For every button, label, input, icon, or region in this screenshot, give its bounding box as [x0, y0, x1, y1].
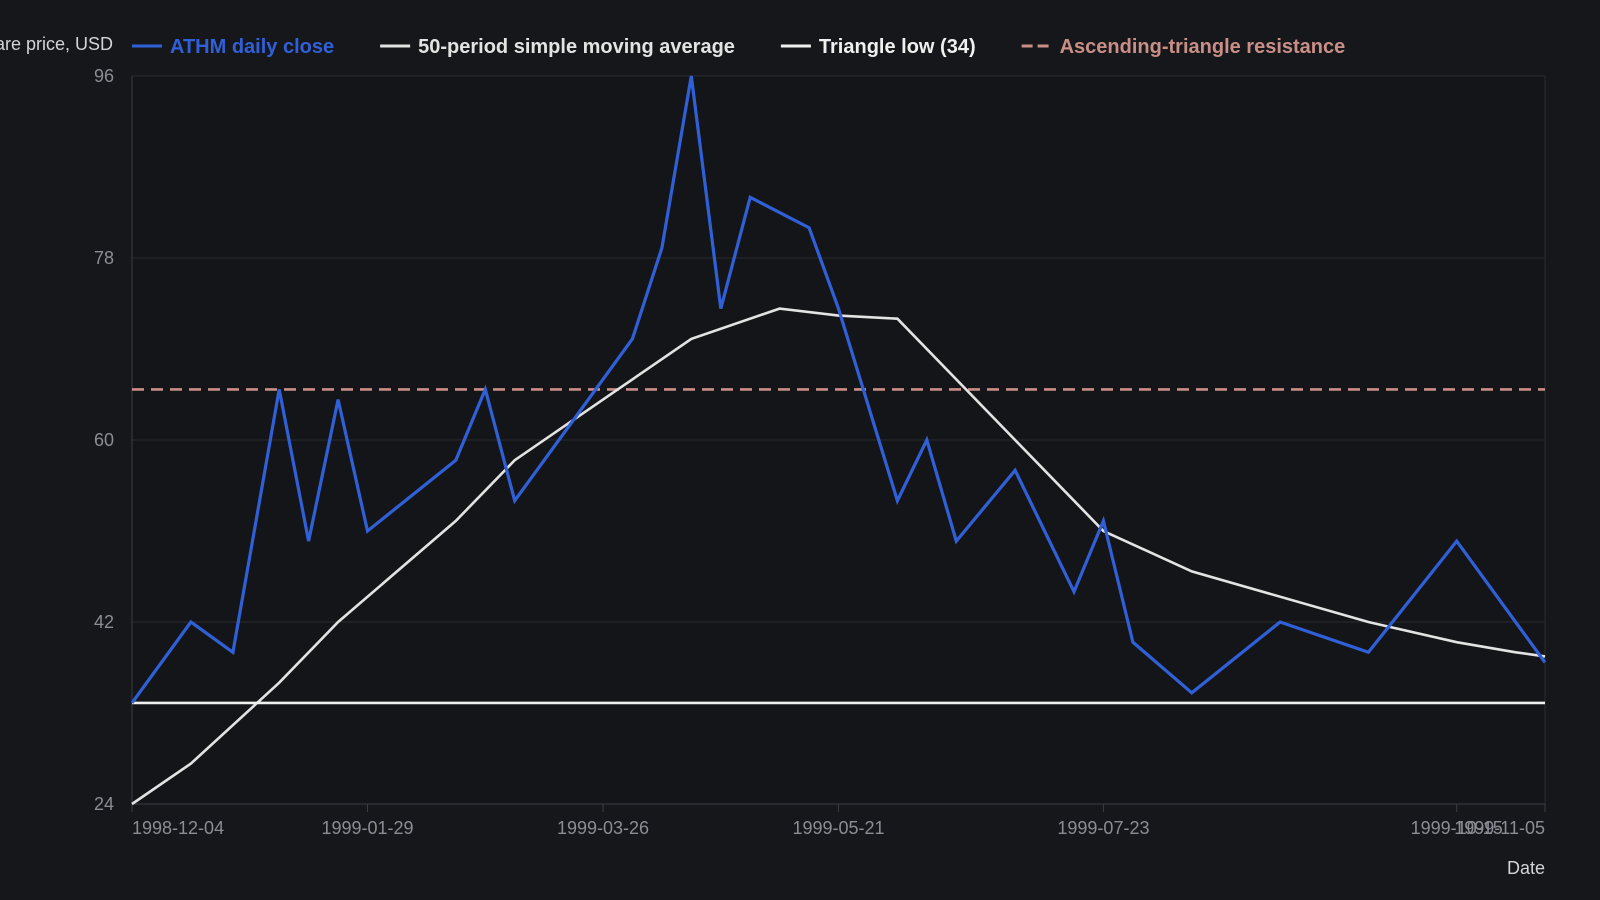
y-tick-label: 96: [94, 66, 114, 86]
x-tick-label: 1999-05-21: [792, 818, 884, 838]
y-axis-label: Share price, USD: [0, 34, 113, 54]
x-tick-label: 1998-12-04: [132, 818, 224, 838]
y-tick-label: 78: [94, 248, 114, 268]
legend: ATHM daily close 50-period simple moving …: [132, 36, 1345, 58]
series-layer: [130, 75, 1547, 806]
axes: 24 42 60 78 96 1998-12-04 1999-01-29 1999-03-26…: [94, 66, 1546, 838]
y-tick-label: 24: [94, 794, 114, 814]
legend-label: Ascending-triangle resistance: [1060, 36, 1346, 58]
x-tick-label: 1999-10-15: [1411, 818, 1503, 838]
y-tick-label: 60: [94, 430, 114, 450]
series-line-1: [131, 307, 1546, 806]
series-line-0: [130, 75, 1547, 704]
legend-label: 50-period simple moving average: [418, 36, 735, 58]
x-tick-label: 1999-07-23: [1057, 818, 1149, 838]
legend-label: Triangle low (34): [819, 36, 976, 58]
x-tick-label: 1999-03-26: [557, 818, 649, 838]
x-tick-label: 1999-11-05: [1454, 818, 1545, 838]
x-axis-label: Date: [1507, 858, 1545, 878]
legend-label: ATHM daily close: [170, 36, 334, 58]
y-tick-label: 42: [94, 612, 114, 632]
x-tick-label: 1999-01-29: [321, 818, 413, 838]
